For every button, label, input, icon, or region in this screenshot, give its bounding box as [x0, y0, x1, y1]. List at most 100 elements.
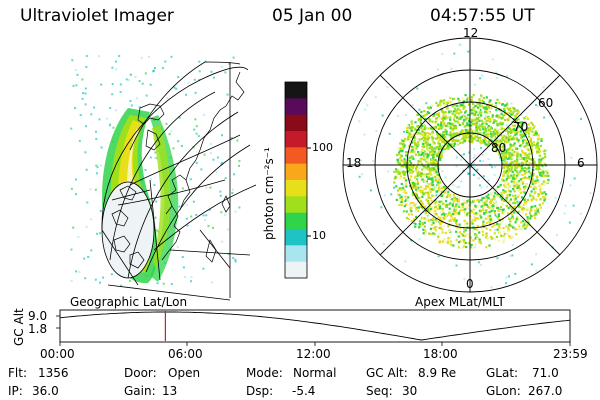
polar-oval-pixel: [508, 139, 512, 143]
polar-oval-pixel: [507, 148, 510, 151]
polar-oval-pixel: [477, 103, 480, 106]
polar-oval-pixel: [461, 141, 464, 144]
polar-oval-pixel: [442, 202, 445, 205]
polar-oval-pixel: [419, 165, 422, 168]
polar-oval-pixel: [518, 164, 521, 168]
polar-oval-pixel: [449, 122, 452, 125]
polar-oval-pixel: [514, 205, 518, 208]
polar-oval-pixel: [495, 148, 498, 151]
polar-oval-pixel: [445, 124, 448, 127]
polar-oval-pixel: [442, 102, 445, 105]
polar-oval-pixel: [449, 101, 452, 104]
polar-oval-pixel: [444, 130, 447, 133]
polar-oval-pixel: [504, 140, 508, 143]
polar-noise-pixel: [444, 176, 447, 179]
polar-oval-pixel: [427, 218, 430, 221]
polar-oval-pixel: [481, 230, 484, 233]
polar-oval-pixel: [521, 167, 524, 170]
polar-oval-pixel: [471, 122, 474, 126]
polar-oval-pixel: [440, 200, 443, 203]
polar-noise-pixel: [465, 160, 468, 163]
polar-oval-pixel: [433, 214, 436, 217]
polar-oval-pixel: [442, 225, 445, 228]
polar-oval-pixel: [503, 182, 506, 185]
polar-oval-pixel: [527, 127, 530, 130]
polar-oval-pixel: [421, 124, 424, 128]
polar-oval-pixel: [423, 217, 426, 220]
polar-oval-pixel: [431, 217, 435, 220]
polar-oval-pixel: [474, 118, 477, 121]
polar-oval-pixel: [501, 220, 504, 223]
polar-oval-pixel: [479, 242, 482, 245]
polar-oval-pixel: [467, 114, 470, 117]
polar-oval-pixel: [402, 145, 405, 148]
polar-oval-pixel: [476, 237, 479, 241]
polar-oval-pixel: [457, 112, 460, 115]
geo-noise-pixel: [234, 258, 237, 261]
polar-oval-pixel: [437, 148, 440, 151]
polar-oval-pixel: [517, 110, 520, 113]
polar-oval-pixel: [471, 222, 474, 225]
polar-noise-pixel: [489, 136, 492, 138]
polar-oval-pixel: [522, 224, 525, 227]
polar-oval-pixel: [423, 127, 427, 130]
polar-oval-pixel: [519, 153, 522, 156]
polar-noise-pixel: [479, 77, 482, 80]
polar-oval-pixel: [422, 114, 425, 117]
polar-oval-pixel: [501, 137, 504, 140]
geo-noise-pixel: [136, 97, 139, 100]
polar-oval-pixel: [529, 150, 532, 153]
polar-oval-pixel: [538, 184, 541, 187]
polar-oval-pixel: [457, 142, 460, 145]
polar-oval-pixel: [474, 237, 477, 240]
polar-oval-pixel: [513, 110, 516, 113]
geo-noise-pixel: [115, 60, 117, 63]
polar-oval-pixel: [484, 201, 487, 204]
polar-oval-pixel: [400, 154, 403, 157]
polar-noise-pixel: [510, 102, 513, 105]
polar-oval-pixel: [523, 133, 526, 136]
polar-oval-pixel: [446, 107, 449, 110]
polar-noise-pixel: [463, 153, 465, 156]
polar-oval-pixel: [537, 148, 541, 151]
polar-oval-pixel: [456, 139, 460, 142]
polar-oval-pixel: [466, 96, 469, 99]
polar-oval-pixel: [410, 209, 413, 213]
geo-noise-pixel: [94, 188, 97, 191]
polar-oval-pixel: [543, 196, 546, 199]
polar-oval-pixel: [421, 129, 424, 132]
polar-oval-pixel: [463, 126, 466, 129]
polar-oval-pixel: [417, 154, 420, 157]
polar-oval-pixel: [402, 142, 405, 145]
polar-oval-pixel: [459, 240, 462, 243]
polar-noise-pixel: [390, 193, 393, 196]
geo-noise-pixel: [204, 60, 207, 63]
geo-noise-pixel: [119, 90, 122, 93]
polar-oval-pixel: [510, 157, 513, 161]
polar-oval-pixel: [478, 238, 481, 241]
polar-oval-pixel: [464, 115, 467, 118]
polar-noise-pixel: [393, 186, 396, 189]
polar-oval-pixel: [427, 155, 430, 158]
polar-oval-pixel: [407, 135, 410, 138]
polar-oval-pixel: [435, 117, 438, 120]
polar-oval-pixel: [513, 131, 516, 134]
polar-oval-pixel: [517, 194, 520, 197]
polar-oval-pixel: [498, 117, 501, 120]
polar-oval-pixel: [434, 207, 437, 210]
polar-oval-pixel: [414, 167, 418, 170]
polar-oval-pixel: [461, 233, 464, 236]
polar-oval-pixel: [526, 198, 529, 201]
polar-oval-pixel: [498, 116, 501, 119]
polar-oval-pixel: [529, 171, 532, 174]
polar-oval-pixel: [518, 162, 521, 165]
polar-oval-pixel: [458, 117, 461, 120]
polar-oval-pixel: [438, 178, 441, 181]
polar-oval-pixel: [400, 142, 403, 145]
polar-oval-pixel: [479, 214, 482, 217]
geo-noise-pixel: [221, 162, 224, 164]
geo-noise-pixel: [154, 67, 156, 69]
status-gain-value: 13: [162, 384, 178, 398]
polar-oval-pixel: [524, 192, 527, 195]
polar-oval-pixel: [484, 134, 487, 137]
